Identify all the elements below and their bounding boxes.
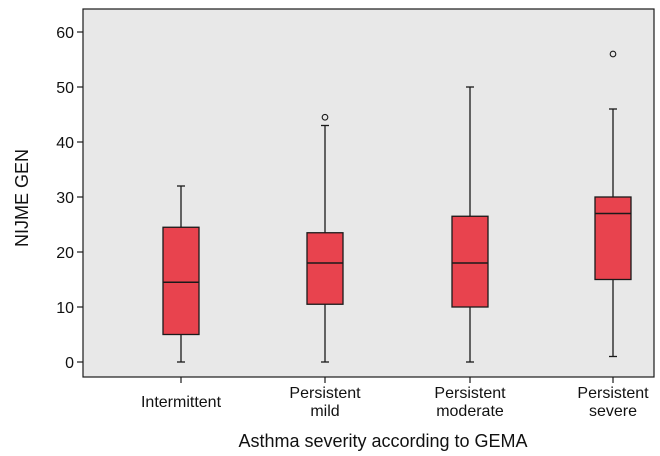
- y-tick-label: 20: [56, 245, 74, 262]
- boxes: [162, 50, 632, 363]
- x-category-label: Persistent moderate: [434, 385, 506, 420]
- box: [594, 196, 632, 281]
- box-group: [306, 113, 344, 363]
- y-tick-label: 40: [56, 135, 74, 152]
- y-tick-label: 10: [56, 300, 74, 317]
- y-tick-label: 60: [56, 25, 74, 42]
- y-axis: 0 10 20 30 40 50 60: [56, 25, 83, 372]
- x-category-label: Intermittent: [141, 394, 222, 411]
- x-category-label-line: moderate: [436, 403, 504, 420]
- y-axis-title: NIJME GEN: [12, 149, 32, 247]
- x-category-label-line: Persistent: [577, 385, 649, 402]
- box: [451, 215, 489, 308]
- outlier-point: [609, 50, 617, 58]
- outlier-point: [321, 113, 329, 121]
- box-group: [594, 50, 632, 358]
- x-category-label-line: mild: [310, 403, 339, 420]
- x-category-label-line: Persistent: [289, 385, 361, 402]
- y-tick-label: 50: [56, 80, 74, 97]
- x-category-label-line: severe: [589, 403, 637, 420]
- x-category-label-line: Intermittent: [141, 394, 222, 411]
- x-category-label: Persistent mild: [289, 385, 361, 420]
- box-group: [451, 86, 489, 363]
- box: [306, 232, 344, 305]
- box: [162, 226, 200, 336]
- box-group: [162, 185, 200, 363]
- x-category-label-line: Persistent: [434, 385, 506, 402]
- x-category-label: Persistent severe: [577, 385, 649, 420]
- y-tick-label: 30: [56, 190, 74, 207]
- x-axis-title: Asthma severity according to GEMA: [238, 431, 527, 451]
- y-tick-label: 0: [65, 355, 74, 372]
